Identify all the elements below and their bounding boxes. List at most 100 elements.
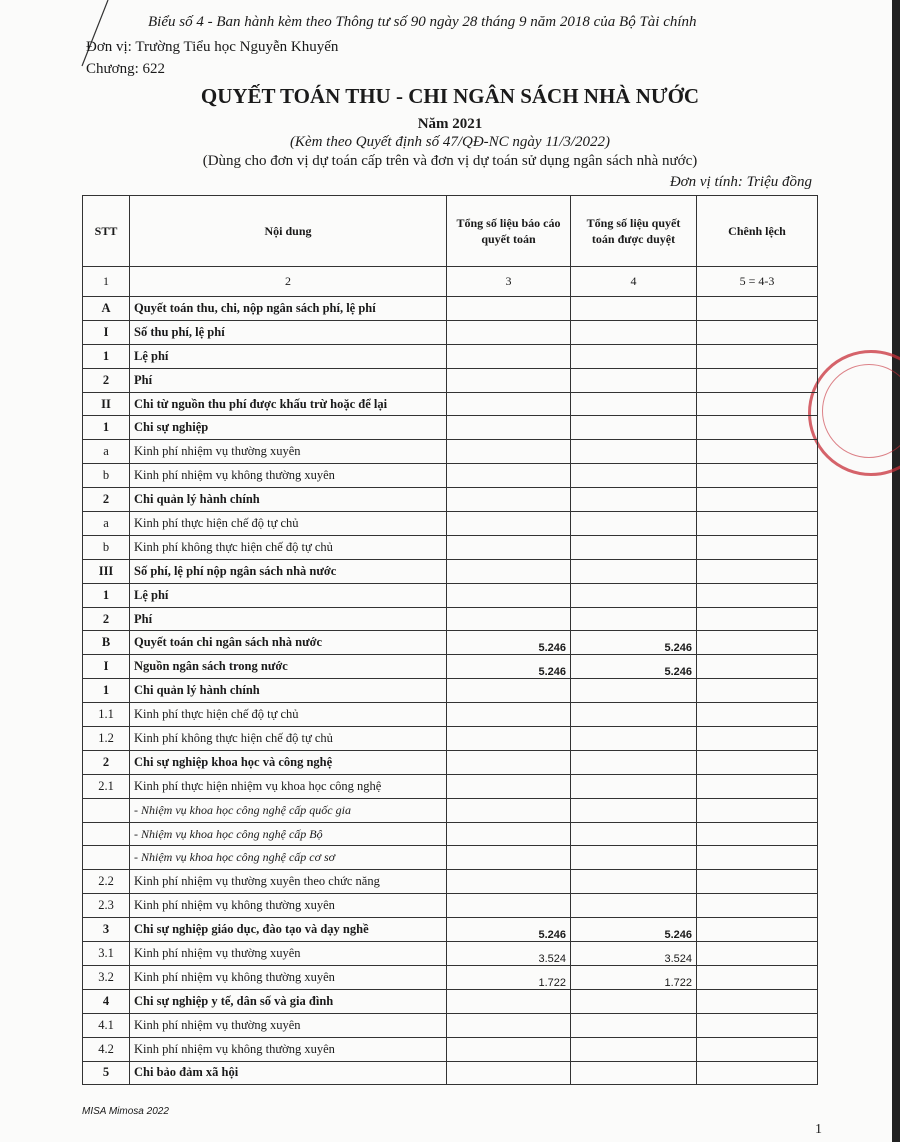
column-index-row: 1 2 3 4 5 = 4-3: [82, 266, 818, 297]
stt-cell: 2.1: [82, 773, 130, 799]
reported-value: 1.722: [446, 964, 571, 990]
content-cell: - Nhiệm vụ khoa học công nghệ cấp Bộ: [129, 821, 447, 847]
content-cell: - Nhiệm vụ khoa học công nghệ cấp quốc g…: [129, 797, 447, 823]
index-cell: 1: [82, 266, 130, 297]
approved-value: [570, 797, 697, 823]
reported-value: [446, 319, 571, 345]
stt-cell: a: [82, 511, 130, 536]
difference-value: [696, 797, 818, 823]
content-cell: Lệ phí: [129, 343, 447, 369]
approved-value: [570, 821, 697, 847]
table-row: - Nhiệm vụ khoa học công nghệ cấp quốc g…: [82, 797, 818, 823]
difference-value: [696, 893, 818, 919]
stt-cell: 2.2: [82, 869, 130, 895]
decision-ref: (Kèm theo Quyết định số 47/QĐ-NC ngày 11…: [289, 134, 611, 150]
difference-value: [696, 1036, 818, 1062]
budget-table: STT Nội dung Tổng số liệu báo cáo quyết …: [82, 195, 818, 1086]
content-cell: Kinh phí nhiệm vụ thường xuyên: [129, 941, 447, 966]
stt-cell: 3.1: [82, 941, 130, 966]
index-cell: 3: [446, 266, 571, 297]
stt-cell: B: [82, 630, 130, 656]
difference-value: [696, 296, 818, 321]
table-row: a Kinh phí thực hiện chế độ tự chủ: [82, 511, 818, 536]
reported-value: [446, 726, 571, 751]
stt-cell: [82, 797, 130, 823]
approved-value: [570, 487, 697, 513]
difference-value: [696, 917, 818, 943]
content-cell: Quyết toán thu, chi, nộp ngân sách phí, …: [129, 296, 447, 321]
content-cell: Chi sự nghiệp y tế, dân số và gia đình: [129, 988, 447, 1014]
approved-value: [570, 582, 697, 608]
content-cell: Chi sự nghiệp: [129, 415, 447, 441]
stt-cell: 1: [82, 415, 130, 441]
table-row: 1 Chi sự nghiệp: [82, 415, 818, 441]
page-number: 1: [815, 1122, 822, 1137]
difference-value: [696, 630, 818, 656]
approved-value: [570, 893, 697, 919]
reported-value: [446, 343, 571, 369]
approved-value: [570, 558, 697, 584]
table-row: 1 Chi quản lý hành chính: [82, 678, 818, 704]
stt-cell: 2: [82, 749, 130, 775]
stt-cell: 3.2: [82, 964, 130, 990]
approved-value: [570, 534, 697, 560]
reported-value: 5.246: [446, 630, 571, 656]
table-row: I Nguồn ngân sách trong nước 5.246 5.246: [82, 654, 818, 680]
usage-note: (Dùng cho đơn vị dự toán cấp trên và đơn…: [202, 153, 698, 169]
reported-value: [446, 869, 571, 895]
stt-cell: 4.1: [82, 1012, 130, 1038]
difference-value: [696, 463, 818, 489]
approved-value: [570, 988, 697, 1014]
difference-value: [696, 558, 818, 584]
index-cell: 5 = 4-3: [696, 266, 818, 297]
table-row: 3.1 Kinh phí nhiệm vụ thường xuyên 3.524 3.…: [82, 941, 818, 966]
reported-value: 5.246: [446, 917, 571, 943]
reported-value: [446, 534, 571, 560]
page-title: QUYẾT TOÁN THU - CHI NGÂN SÁCH NHÀ NƯỚC: [200, 84, 700, 108]
form-note: Biểu số 4 - Ban hành kèm theo Thông tư s…: [148, 14, 697, 30]
table-row: 2.1 Kinh phí thực hiện nhiệm vụ khoa học …: [82, 773, 818, 799]
table-row: 2.2 Kinh phí nhiệm vụ thường xuyên theo c…: [82, 869, 818, 895]
content-cell: Phí: [129, 367, 447, 393]
stt-cell: A: [82, 296, 130, 321]
reported-value: 5.246: [446, 654, 571, 680]
table-row: 2 Chi quản lý hành chính: [82, 487, 818, 513]
content-cell: Kinh phí không thực hiện chế độ tự chủ: [129, 534, 447, 560]
reported-value: [446, 988, 571, 1014]
approved-value: [570, 702, 697, 728]
content-cell: Phí: [129, 606, 447, 632]
difference-value: [696, 487, 818, 513]
table-row: 4 Chi sự nghiệp y tế, dân số và gia đình: [82, 988, 818, 1014]
chapter: Chương: 622: [86, 61, 165, 77]
table-row: 3 Chi sự nghiệp giáo dục, đào tạo và dạy …: [82, 917, 818, 943]
difference-value: [696, 654, 818, 680]
approved-value: [570, 296, 697, 321]
approved-value: 5.246: [570, 654, 697, 680]
table-row: 1 Lệ phí: [82, 343, 818, 369]
reported-value: [446, 893, 571, 919]
difference-value: [696, 606, 818, 632]
approved-value: 1.722: [570, 964, 697, 990]
approved-value: [570, 343, 697, 369]
reported-value: [446, 821, 571, 847]
approved-value: [570, 749, 697, 775]
table-row: B Quyết toán chi ngân sách nhà nước 5.246 5…: [82, 630, 818, 656]
pen-mark: [81, 0, 109, 67]
table-row: b Kinh phí nhiệm vụ không thường xuyên: [82, 463, 818, 489]
stt-cell: [82, 845, 130, 871]
index-cell: 4: [570, 266, 697, 297]
content-cell: Kinh phí nhiệm vụ không thường xuyên: [129, 893, 447, 919]
content-cell: Chi bảo đảm xã hội: [129, 1060, 447, 1086]
approved-value: [570, 1036, 697, 1062]
table-row: 1.2 Kinh phí không thực hiện chế độ tự ch…: [82, 726, 818, 751]
approved-value: [570, 678, 697, 704]
content-cell: Quyết toán chi ngân sách nhà nước: [129, 630, 447, 656]
approved-value: [570, 439, 697, 465]
col-reported: Tổng số liệu báo cáo quyết toán: [446, 195, 571, 267]
index-cell: 2: [129, 266, 447, 297]
content-cell: Kinh phí nhiệm vụ không thường xuyên: [129, 463, 447, 489]
table-row: I Số thu phí, lệ phí: [82, 319, 818, 345]
stt-cell: b: [82, 534, 130, 560]
difference-value: [696, 964, 818, 990]
reported-value: [446, 678, 571, 704]
